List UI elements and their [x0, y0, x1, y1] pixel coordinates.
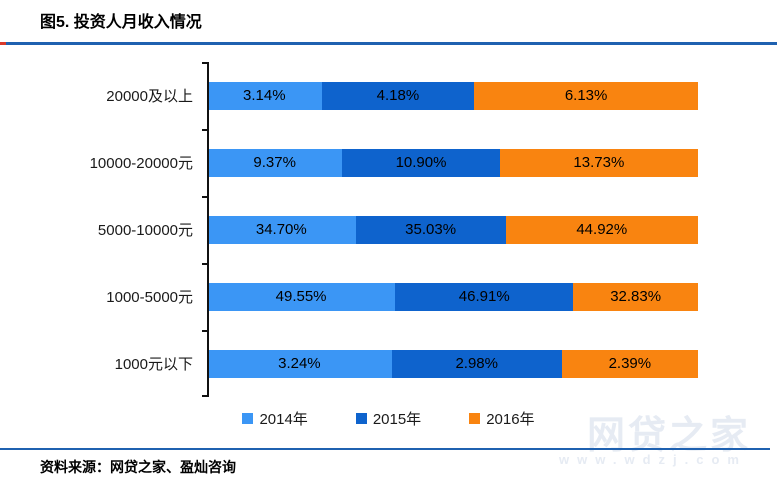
header-divider — [0, 42, 777, 45]
bar-segment-2014年: 49.55% — [207, 282, 396, 311]
axis-tick — [202, 263, 207, 265]
stacked-bar: 3.14% 4.18% 6.13% — [207, 81, 698, 110]
y-axis-line — [207, 62, 209, 397]
chart-rows: 20000及以上 3.14% 4.18% 6.13% 10000-20000元 9.37%… — [0, 62, 777, 397]
legend-label: 2014年 — [259, 411, 308, 428]
stacked-bar: 9.37% 10.90% 13.73% — [207, 148, 698, 177]
axis-tick — [202, 196, 207, 198]
stacked-bar-chart: 20000及以上 3.14% 4.18% 6.13% 10000-20000元 9.37%… — [0, 62, 777, 397]
category-label: 10000-20000元 — [89, 155, 193, 172]
legend: 2014年 2015年 2016年 — [60, 408, 717, 429]
stacked-bar: 3.24% 2.98% 2.39% — [207, 349, 698, 378]
bar-segment-2015年: 35.03% — [355, 215, 506, 244]
axis-tick — [202, 330, 207, 332]
bar-row: 20000及以上 3.14% 4.18% 6.13% — [0, 62, 698, 129]
category-label: 5000-10000元 — [97, 222, 193, 239]
axis-tick — [202, 395, 207, 397]
bar-segment-2014年: 34.70% — [207, 215, 356, 244]
stacked-bar: 34.70% 35.03% 44.92% — [207, 215, 698, 244]
bar-segment-2015年: 4.18% — [321, 81, 475, 110]
legend-swatch-icon — [355, 413, 367, 424]
legend-item-2014年: 2014年 — [242, 408, 308, 429]
category-label: 1000元以下 — [114, 356, 193, 373]
bar-segment-2016年: 44.92% — [505, 215, 698, 244]
category-label: 1000-5000元 — [106, 289, 193, 306]
legend-item-2016年: 2016年 — [469, 408, 535, 429]
category-label: 20000及以上 — [106, 88, 193, 105]
watermark-logo-text: 网贷之家 — [586, 415, 751, 457]
header-divider-line — [6, 42, 777, 45]
axis-tick — [202, 62, 207, 64]
bar-row: 1000-5000元 49.55% 46.91% 32.83% — [0, 263, 698, 330]
bar-segment-2015年: 2.98% — [391, 349, 562, 378]
legend-swatch-icon — [242, 413, 254, 424]
legend-label: 2015年 — [372, 411, 422, 428]
bar-row: 1000元以下 3.24% 2.98% 2.39% — [0, 330, 698, 397]
legend-swatch-icon — [469, 413, 481, 424]
bar-segment-2014年: 3.24% — [207, 349, 392, 378]
red-accent-chip — [0, 42, 6, 45]
legend-label: 2016年 — [486, 411, 535, 428]
chart-title: 图5. 投资人月收入情况 — [40, 14, 202, 31]
bar-segment-2016年: 32.83% — [573, 282, 698, 311]
axis-tick — [202, 129, 207, 131]
legend-item-2015年: 2015年 — [355, 408, 422, 429]
bar-segment-2016年: 2.39% — [561, 349, 698, 378]
bar-segment-2015年: 10.90% — [342, 148, 500, 177]
bar-row: 10000-20000元 9.37% 10.90% 13.73% — [0, 129, 698, 196]
bar-segment-2015年: 46.91% — [395, 282, 574, 311]
bar-segment-2014年: 9.37% — [207, 148, 343, 177]
bar-segment-2014年: 3.14% — [207, 81, 322, 110]
bar-segment-2016年: 13.73% — [499, 148, 698, 177]
stacked-bar: 49.55% 46.91% 32.83% — [207, 282, 698, 311]
footer-divider — [0, 448, 770, 450]
bar-segment-2016年: 6.13% — [474, 81, 698, 110]
watermark-url-text: www.wdzj.com — [559, 452, 747, 467]
source-note: 资料来源：网贷之家、盈灿咨询 — [40, 459, 236, 475]
bar-row: 5000-10000元 34.70% 35.03% 44.92% — [0, 196, 698, 263]
